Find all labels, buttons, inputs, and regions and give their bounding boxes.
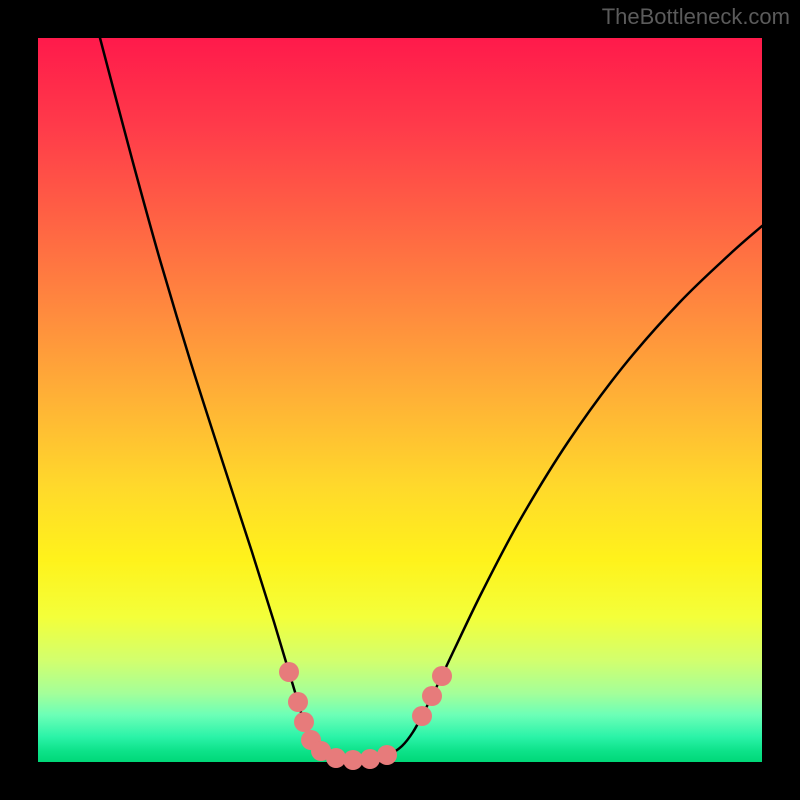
marker-right_cluster <box>422 686 442 706</box>
background-layer <box>38 38 762 762</box>
marker-bottom_cluster <box>326 748 346 768</box>
marker-left_cluster <box>279 662 299 682</box>
chart-container: TheBottleneck.com <box>0 0 800 800</box>
marker-bottom_cluster <box>360 749 380 769</box>
watermark-text: TheBottleneck.com <box>602 4 790 30</box>
marker-right_cluster <box>432 666 452 686</box>
marker-bottom_cluster <box>377 745 397 765</box>
chart-svg <box>0 0 800 800</box>
marker-left_cluster <box>294 712 314 732</box>
marker-left_cluster <box>288 692 308 712</box>
marker-bottom_cluster <box>343 750 363 770</box>
marker-right_cluster <box>412 706 432 726</box>
